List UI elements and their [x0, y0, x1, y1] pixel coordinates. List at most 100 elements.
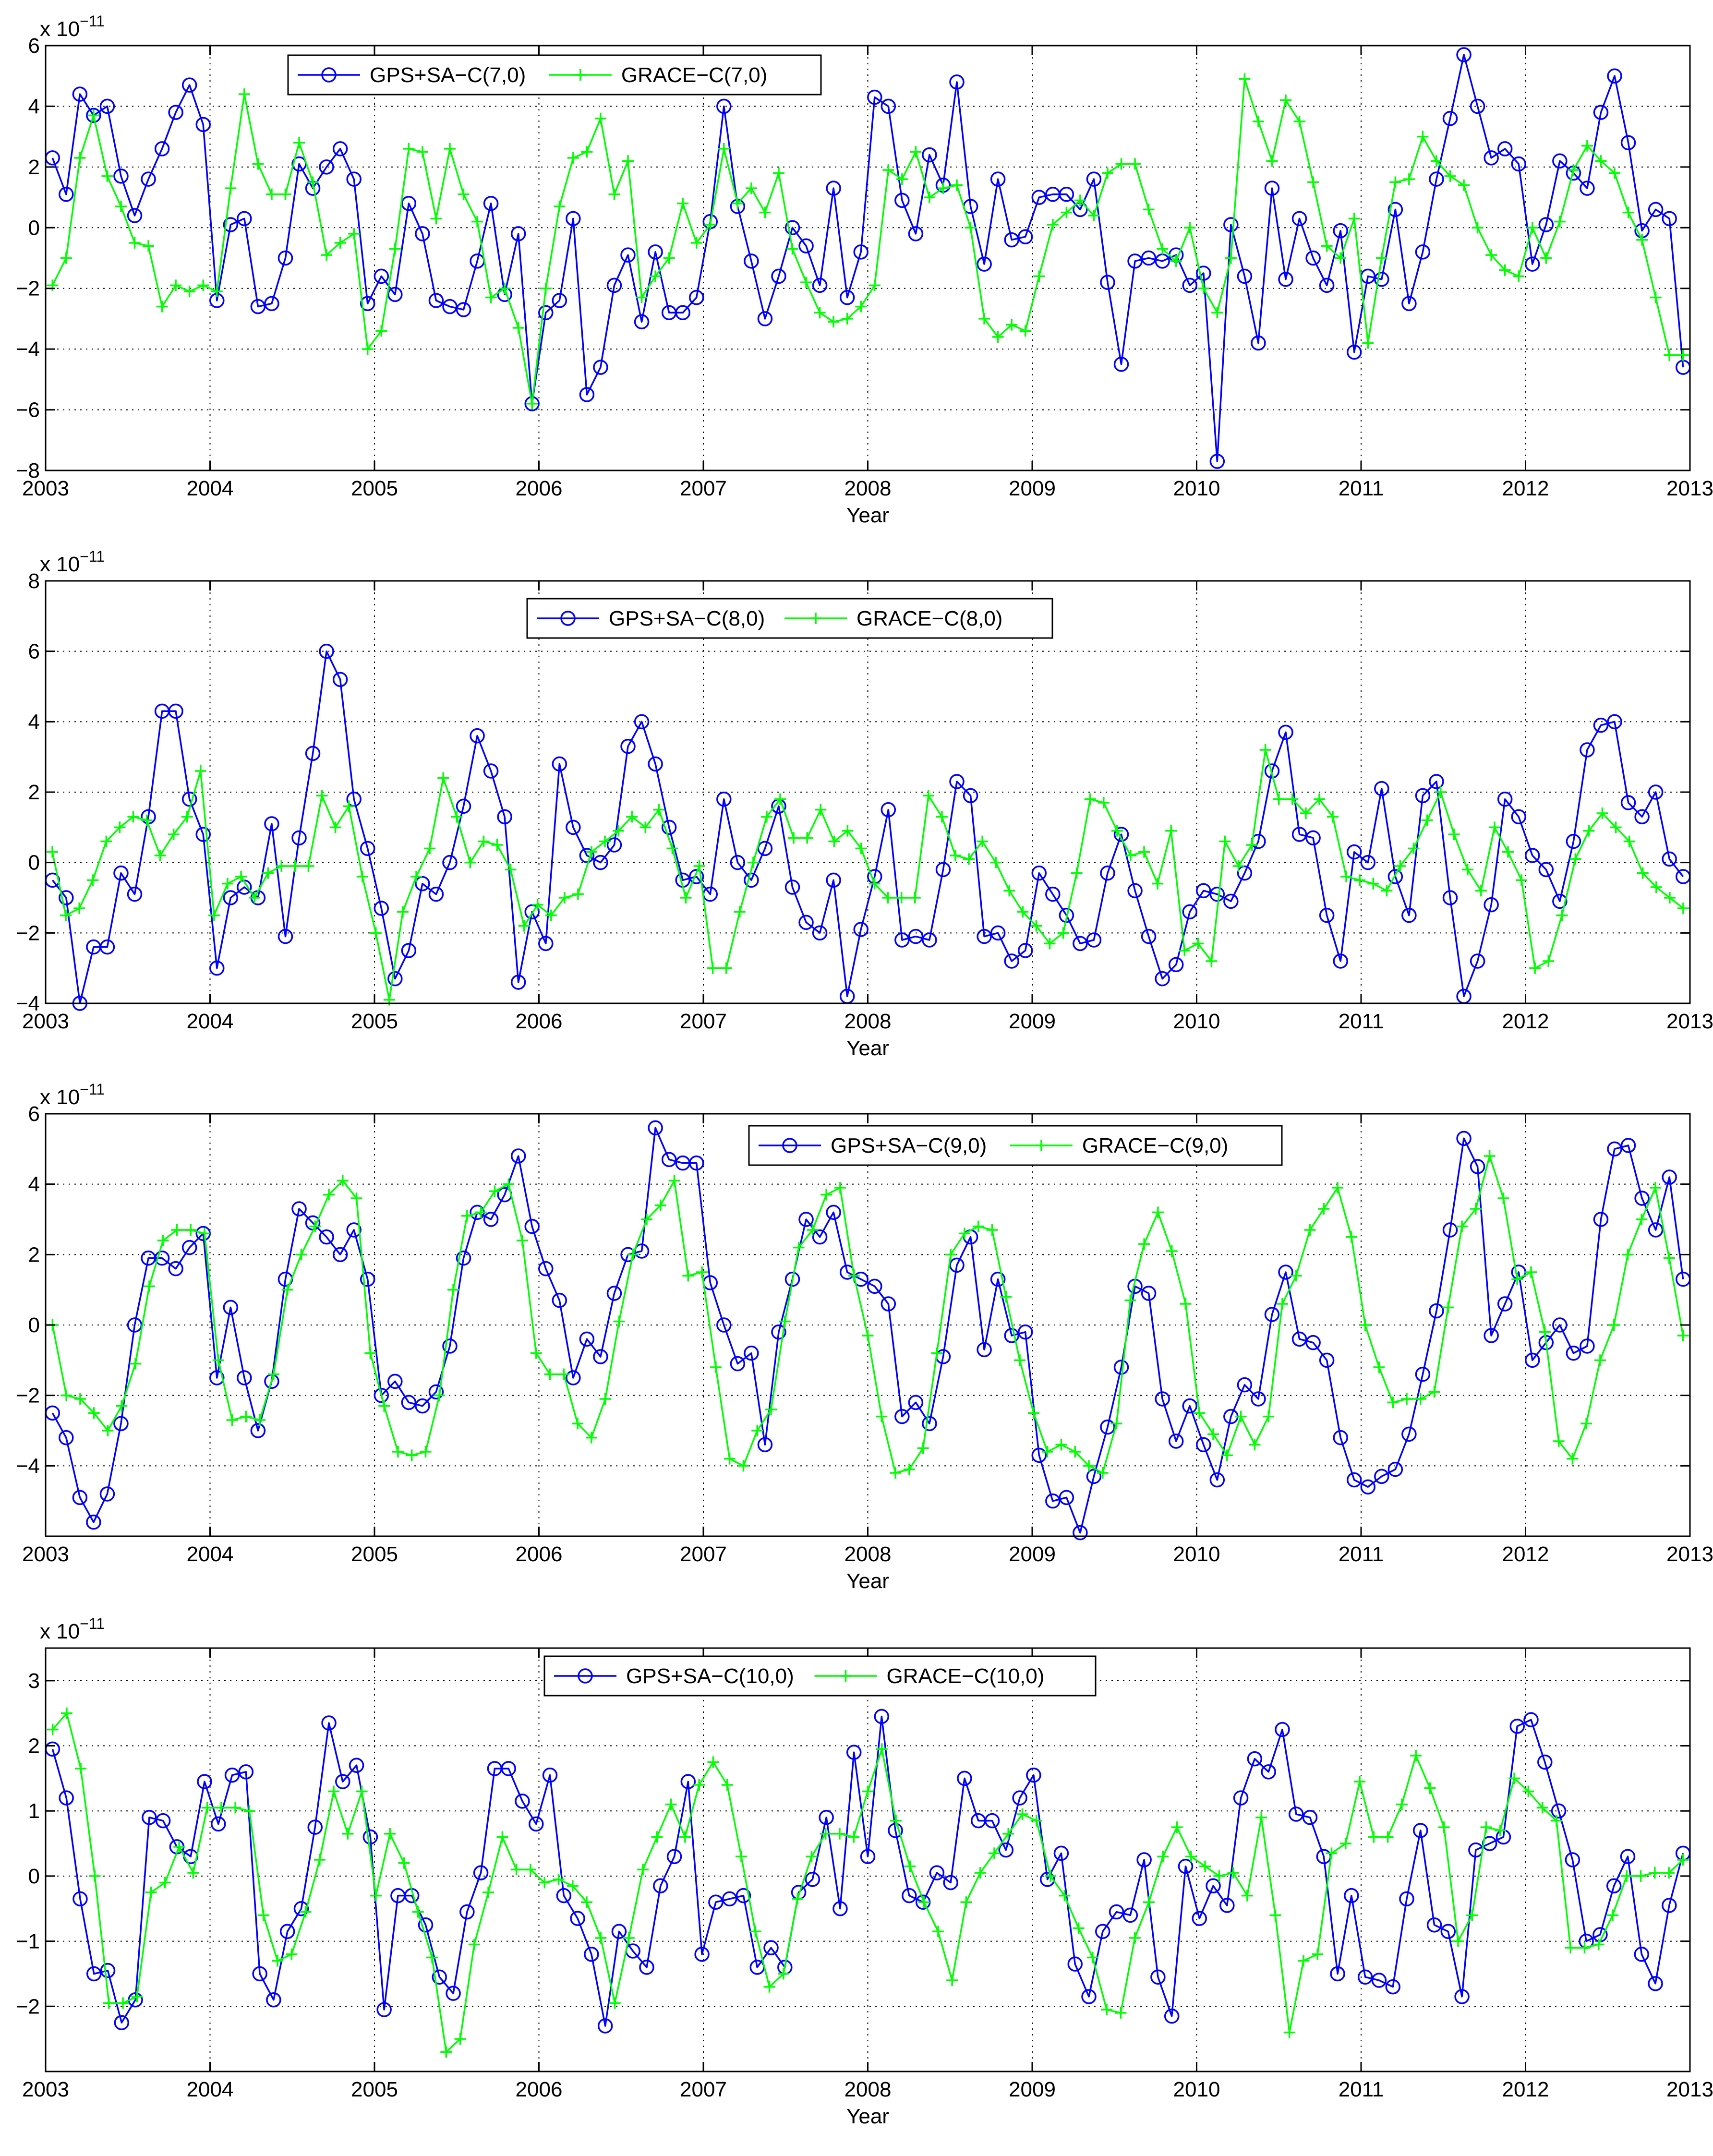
data-point [688, 869, 704, 884]
data-point [839, 289, 855, 305]
data-point [751, 1425, 763, 1436]
y-tick-label: 0 [28, 216, 40, 240]
data-point [447, 1284, 459, 1296]
data-point [606, 277, 622, 293]
data-point [1178, 1858, 1194, 1874]
data-point [328, 1785, 340, 1797]
data-point [1251, 1391, 1266, 1407]
data-point [293, 137, 305, 149]
data-point [454, 2033, 466, 2045]
data-point [1415, 244, 1431, 260]
x-tick-label: 2007 [680, 1542, 727, 1566]
data-point [963, 788, 978, 804]
data-point [291, 1201, 307, 1217]
data-point [784, 220, 800, 236]
data-point [1255, 1811, 1267, 1823]
data-point [154, 141, 170, 157]
data-point [89, 1870, 101, 1882]
data-point [364, 1347, 376, 1359]
data-point [1264, 763, 1280, 779]
data-point [1014, 1354, 1026, 1366]
x-tick-label: 2007 [680, 477, 727, 500]
data-point [401, 1395, 417, 1410]
data-point [855, 301, 867, 313]
data-point [319, 159, 334, 175]
data-point [510, 226, 526, 241]
data-point [434, 1389, 446, 1401]
legend-label-gps: GPS+SA−C(10,0) [626, 1664, 794, 1688]
data-point [181, 77, 197, 93]
data-point [1313, 793, 1325, 805]
x-tick-label: 2008 [844, 2078, 892, 2101]
data-point [505, 864, 517, 876]
data-point [648, 244, 663, 260]
y-tick-label: 0 [28, 1865, 40, 1888]
data-point [1648, 1222, 1664, 1238]
data-point [1127, 883, 1143, 899]
data-point [1179, 945, 1191, 956]
data-point [922, 790, 934, 802]
data-point [637, 1864, 649, 1876]
data-point [72, 86, 88, 102]
data-point [558, 892, 570, 903]
data-point [473, 1865, 489, 1880]
data-point [1221, 1449, 1233, 1461]
data-point [1182, 1398, 1197, 1414]
data-point [846, 1745, 862, 1760]
data-point [1225, 252, 1237, 264]
data-point [1622, 206, 1634, 218]
data-point [127, 208, 143, 223]
y-tick-label: −2 [16, 1995, 40, 2018]
data-point [424, 843, 436, 855]
y-tick-label: 8 [28, 569, 40, 593]
data-point [370, 1890, 382, 1902]
data-point [1592, 1939, 1604, 1951]
data-point [1417, 131, 1429, 143]
data-point [608, 188, 620, 200]
data-point [1030, 1815, 1042, 1827]
data-point [1580, 1418, 1592, 1430]
y-exponent-label: x 10−11 [40, 548, 105, 576]
data-point [1389, 176, 1401, 188]
y-tick-label: 4 [28, 1173, 40, 1196]
data-point [1319, 907, 1335, 923]
data-point [416, 146, 428, 158]
data-point [1027, 1407, 1039, 1419]
data-point [1227, 1867, 1239, 1879]
data-point [1069, 1446, 1081, 1457]
data-point [398, 1857, 410, 1869]
data-point [1497, 1192, 1509, 1204]
data-point [334, 237, 346, 249]
data-point [1374, 1469, 1389, 1484]
data-point [1266, 155, 1278, 167]
data-point [730, 1356, 746, 1372]
data-point [240, 1410, 252, 1422]
data-point [1387, 202, 1403, 217]
data-point [688, 289, 704, 305]
data-point [1552, 153, 1568, 169]
data-point [1408, 843, 1420, 855]
data-point [528, 1816, 544, 1832]
data-point [442, 299, 458, 314]
data-point [329, 821, 341, 833]
data-point [990, 856, 1002, 868]
data-point [1429, 774, 1444, 789]
data-point [497, 809, 512, 825]
x-tick-label: 2011 [1339, 477, 1384, 500]
legend-label-grace: GRACE−C(10,0) [887, 1664, 1045, 1688]
data-point [59, 1430, 74, 1445]
data-point [1595, 155, 1607, 167]
data-point [623, 1932, 635, 1944]
data-point [1636, 234, 1648, 246]
data-point [1141, 250, 1157, 266]
data-point [832, 1901, 848, 1916]
data-point [1385, 1979, 1400, 1995]
data-point [1263, 1410, 1275, 1422]
legend-marker-grace [810, 613, 822, 624]
data-point [1410, 1749, 1422, 1761]
data-point [693, 860, 705, 872]
y-exponent-label: x 10−11 [40, 1081, 105, 1109]
data-point [319, 643, 334, 659]
data-point [1580, 742, 1595, 758]
data-point [1566, 1345, 1581, 1361]
